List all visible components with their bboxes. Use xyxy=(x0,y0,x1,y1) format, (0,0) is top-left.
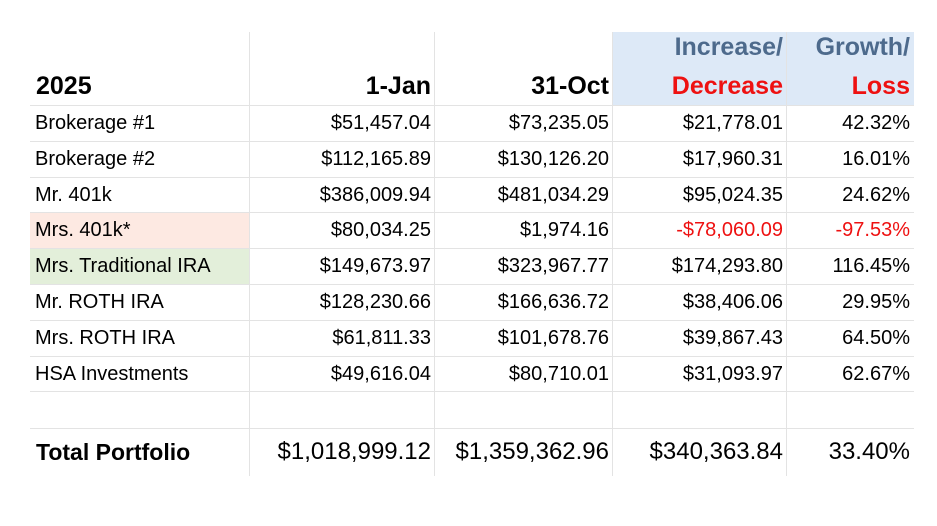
header-change-bottom: Decrease xyxy=(671,72,783,100)
grid-vline xyxy=(434,32,435,476)
total-end-value: $1,359,362.96 xyxy=(455,438,609,465)
change-value: $21,778.01 xyxy=(682,112,783,134)
pct-value: 64.50% xyxy=(842,326,910,349)
account-name: HSA Investments xyxy=(35,362,189,385)
header-year: 2025 xyxy=(36,72,92,100)
change-value: $174,293.80 xyxy=(671,255,783,278)
total-change-value: $340,363.84 xyxy=(649,438,783,465)
end-value: $80,710.01 xyxy=(508,362,609,385)
grid-hline xyxy=(30,355,914,357)
total-pct-value: 33.40% xyxy=(828,438,910,465)
header-start-date: 1-Jan xyxy=(365,72,431,100)
grid-hline xyxy=(30,319,914,321)
start-value: $128,230.66 xyxy=(319,291,431,313)
start-value: $51,457.04 xyxy=(330,112,431,134)
header-end-date: 31-Oct xyxy=(531,72,609,100)
end-value: $481,034.29 xyxy=(497,183,609,206)
total-label: Total Portfolio xyxy=(36,439,191,465)
account-name: Mrs. 401k* xyxy=(35,219,131,242)
pct-value: 42.32% xyxy=(842,112,910,134)
header-pct-top: Growth/ xyxy=(815,33,910,61)
header-pct-bottom: Loss xyxy=(851,72,910,100)
change-value: $17,960.31 xyxy=(682,147,783,170)
end-value: $323,967.77 xyxy=(497,255,609,278)
account-name: Brokerage #1 xyxy=(35,112,156,134)
change-value: -$78,060.09 xyxy=(676,219,783,242)
start-value: $149,673.97 xyxy=(319,255,431,278)
grid-hline xyxy=(30,248,914,250)
grid-vline xyxy=(612,32,613,476)
account-name: Mrs. Traditional IRA xyxy=(35,255,211,278)
grid-hline xyxy=(30,212,914,214)
end-value: $166,636.72 xyxy=(497,291,609,313)
start-value: $61,811.33 xyxy=(332,326,431,349)
change-value: $38,406.06 xyxy=(682,291,783,313)
grid-hline xyxy=(30,140,914,142)
change-value: $31,093.97 xyxy=(682,362,783,385)
start-value: $80,034.25 xyxy=(330,219,431,242)
grid-hline xyxy=(30,284,914,285)
end-value: $73,235.05 xyxy=(508,112,609,134)
account-name: Mr. 401k xyxy=(35,183,112,206)
account-name: Mr. ROTH IRA xyxy=(35,291,164,313)
account-name: Brokerage #2 xyxy=(35,147,156,170)
pct-value: 24.62% xyxy=(842,183,910,206)
grid-vline xyxy=(249,32,250,476)
end-value: $101,678.76 xyxy=(497,326,609,349)
pct-value: 29.95% xyxy=(842,291,910,313)
header-change-top: Increase/ xyxy=(674,33,783,61)
header-highlight xyxy=(613,32,914,105)
total-start-value: $1,018,999.12 xyxy=(277,438,431,465)
row-highlight xyxy=(30,213,249,250)
pct-value: 62.67% xyxy=(842,362,910,385)
change-value: $95,024.35 xyxy=(682,183,783,206)
portfolio-spreadsheet: Increase/ Growth/ 2025 1-Jan 31-Oct Decr… xyxy=(30,30,914,480)
grid-hline xyxy=(30,391,914,393)
start-value: $386,009.94 xyxy=(319,183,431,206)
end-value: $1,974.16 xyxy=(520,219,609,242)
pct-value: 16.01% xyxy=(842,147,910,170)
grid-vline xyxy=(786,32,787,476)
account-name: Mrs. ROTH IRA xyxy=(35,326,175,349)
grid-hline xyxy=(30,176,914,178)
start-value: $49,616.04 xyxy=(330,362,431,385)
grid-hline xyxy=(30,428,914,429)
grid-hline xyxy=(30,105,914,106)
pct-value: 116.45% xyxy=(832,255,910,278)
row-highlight xyxy=(30,249,249,285)
start-value: $112,165.89 xyxy=(321,147,431,170)
end-value: $130,126.20 xyxy=(497,147,609,170)
change-value: $39,867.43 xyxy=(682,326,783,349)
pct-value: -97.53% xyxy=(835,219,911,242)
